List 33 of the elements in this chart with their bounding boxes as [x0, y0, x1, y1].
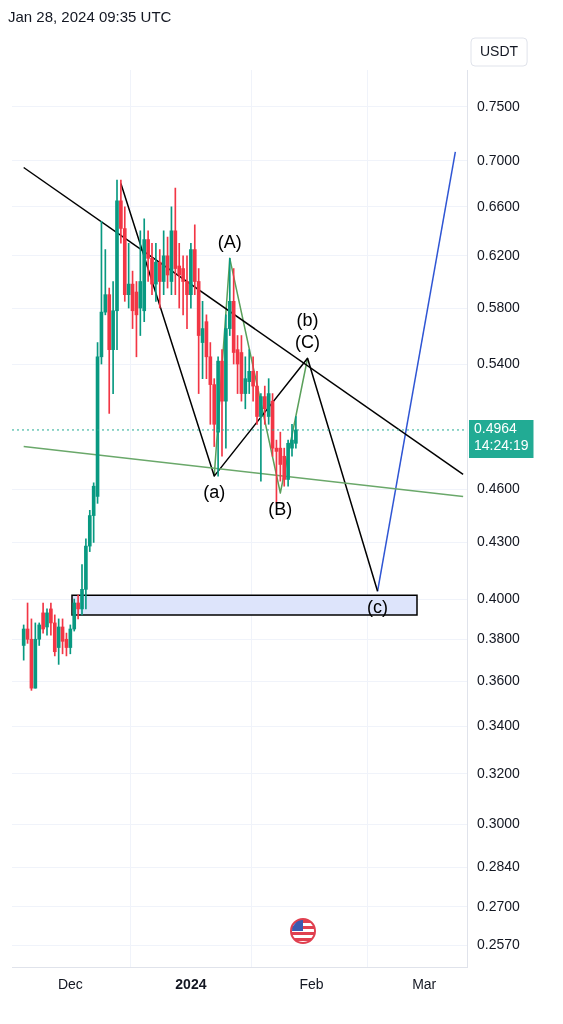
annotation: (A) [217, 232, 242, 253]
y-tick-label: 0.5400 [477, 354, 521, 371]
y-tick-label: 0.4600 [477, 480, 521, 497]
annotation: (a) [203, 482, 226, 503]
y-tick-label: 0.7500 [477, 97, 521, 114]
chart-title: Jan 28, 2024 09:35 UTC [8, 8, 173, 27]
y-axis-title: USDT [480, 42, 519, 59]
y-tick-label: 0.3400 [477, 717, 521, 734]
candlestick [185, 255, 189, 329]
y-tick-label: 0.3800 [477, 630, 521, 647]
x-tick-label: Feb [299, 976, 324, 993]
x-tick-label: 2024 [175, 976, 207, 993]
annotation: (C) [295, 332, 321, 353]
y-tick-label: 0.3600 [477, 672, 521, 689]
y-tick-label: 0.3200 [477, 764, 521, 781]
y-tick-label: 0.7000 [477, 151, 521, 168]
annotation: (c) [367, 597, 389, 618]
y-tick-label: 0.5800 [477, 298, 521, 315]
y-tick-label: 0.2700 [477, 897, 521, 914]
y-tick-label: 0.2840 [477, 858, 521, 875]
y-tick-label: 0.3000 [477, 815, 521, 832]
y-tick-label: 0.4300 [477, 533, 521, 550]
ref-line-label: 0.4964 14:24:19 [474, 419, 529, 453]
x-tick-label: Mar [412, 976, 437, 993]
y-tick-label: 0.2570 [477, 936, 521, 953]
candlestick [76, 594, 80, 620]
y-tick-label: 0.4000 [477, 589, 521, 606]
annotation: (b) [296, 310, 319, 331]
y-tick-label: 0.6600 [477, 197, 521, 214]
annotation: (B) [268, 498, 293, 519]
x-tick-label: Dec [57, 976, 83, 993]
y-tick-label: 0.6200 [477, 246, 521, 263]
candlestick [259, 393, 263, 482]
